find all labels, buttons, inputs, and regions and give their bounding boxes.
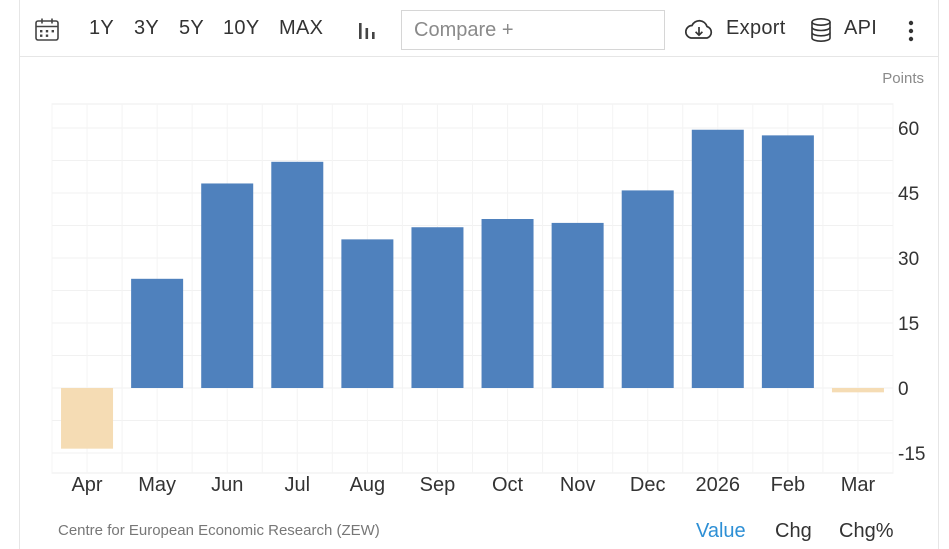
bar-jun[interactable] [201,183,254,388]
x-tick-label: Nov [560,474,596,496]
tab-change[interactable]: Chg [775,520,812,542]
x-tick-label: Feb [771,474,805,496]
range-3y-button[interactable]: 3Y [134,17,160,39]
compare-input[interactable] [401,10,665,50]
bar-apr[interactable] [61,388,114,449]
x-tick-label: 2026 [696,474,741,496]
y-tick-label: 45 [898,184,919,205]
export-button[interactable]: Export [726,17,786,39]
chart-type-icon[interactable] [356,19,378,46]
range-max-button[interactable]: MAX [279,17,324,39]
toolbar: 1Y 3Y 5Y 10Y MAX Export API [19,0,939,57]
x-tick-label: May [138,474,176,496]
tab-value[interactable]: Value [696,520,746,542]
y-tick-label: -15 [898,444,925,465]
y-tick-label: 0 [898,379,909,400]
bar-may[interactable] [131,278,184,388]
y-tick-label: 30 [898,249,919,270]
x-tick-label: Mar [841,474,876,496]
x-tick-label: Jul [285,474,311,496]
calendar-icon[interactable] [34,17,60,48]
tab-change-percent[interactable]: Chg% [839,520,894,542]
x-tick-label: Aug [350,474,386,496]
bar-nov[interactable] [551,222,604,388]
bar-feb[interactable] [761,135,814,388]
bar-aug[interactable] [341,239,394,388]
range-5y-button[interactable]: 5Y [179,17,205,39]
y-tick-label: 15 [898,314,919,335]
x-tick-label: Sep [420,474,456,496]
x-tick-label: Oct [492,474,524,496]
units-label: Points [882,70,924,87]
range-1y-button[interactable]: 1Y [89,17,115,39]
more-options-icon[interactable] [907,20,915,47]
x-tick-label: Dec [630,474,666,496]
bar-jul[interactable] [271,161,324,388]
api-button[interactable]: API [844,17,878,39]
y-tick-label: 60 [898,119,919,140]
bar-oct[interactable] [481,219,534,388]
bar-mar[interactable] [831,388,884,393]
bar-dec[interactable] [621,190,674,388]
bar-sep[interactable] [411,227,464,388]
database-icon[interactable] [810,17,832,48]
range-10y-button[interactable]: 10Y [223,17,260,39]
bar-2026[interactable] [691,129,744,388]
source-label: Centre for European Economic Research (Z… [58,522,380,539]
x-tick-label: Jun [211,474,243,496]
bar-chart: 60 45 30 15 0 -15 Apr May Jun Jul Aug Sep Oct Nov Dec 2… [51,103,925,496]
x-tick-label: Apr [71,474,102,496]
chart-frame [19,0,939,549]
cloud-download-icon[interactable] [683,18,715,47]
